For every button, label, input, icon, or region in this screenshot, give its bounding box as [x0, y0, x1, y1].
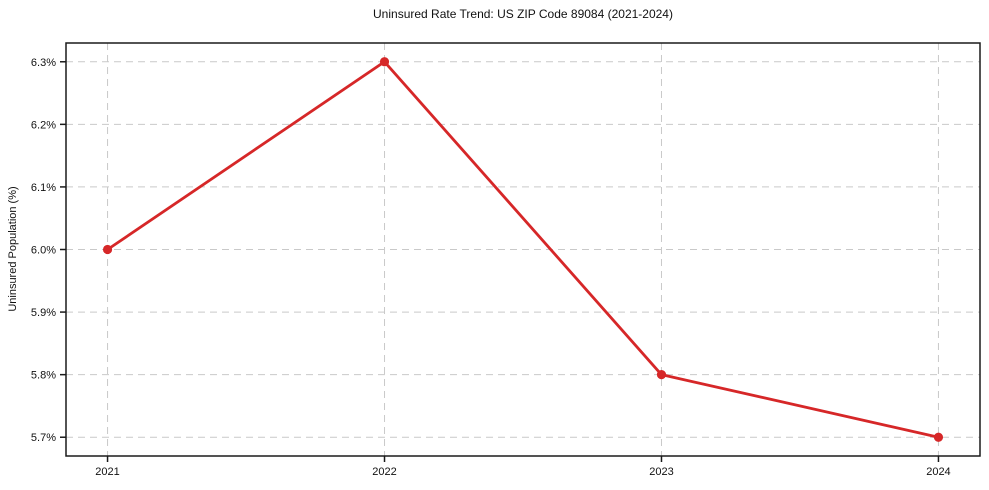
y-tick-label: 6.2% — [31, 119, 56, 131]
x-tick-label: 2023 — [649, 466, 673, 478]
x-tick-label: 2024 — [926, 466, 950, 478]
y-tick-label: 5.8% — [31, 370, 56, 382]
x-tick-label: 2022 — [372, 466, 396, 478]
data-point-2022 — [379, 57, 390, 67]
y-tick-label: 6.0% — [31, 245, 56, 257]
trend-line — [106, 60, 940, 439]
chart-title: Uninsured Rate Trend: US ZIP Code 89084 … — [373, 7, 673, 21]
data-point-2021 — [102, 244, 113, 255]
x-tick-label: 2021 — [95, 466, 119, 478]
data-point-2023 — [656, 370, 667, 380]
y-tick-label: 5.9% — [31, 307, 56, 319]
y-tick-label: 5.7% — [31, 432, 56, 444]
data-point-2024 — [933, 432, 944, 442]
y-tick-label: 6.1% — [31, 182, 56, 194]
y-tick-label: 6.3% — [31, 57, 56, 69]
